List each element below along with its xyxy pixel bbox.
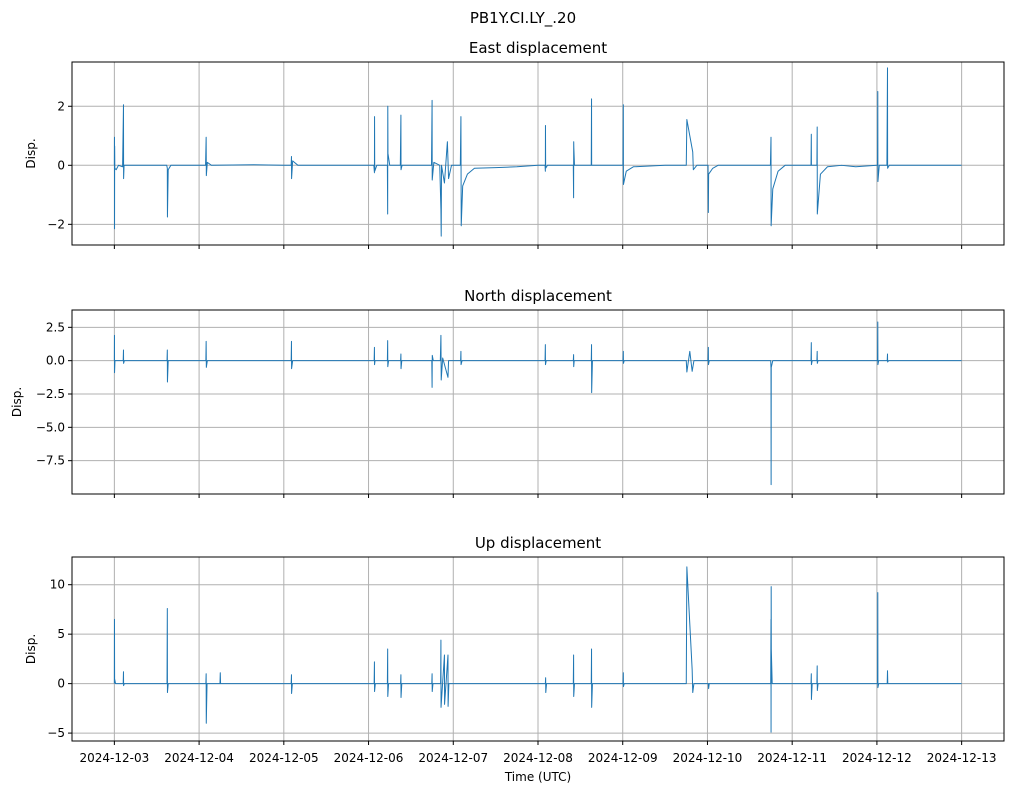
y-tick-label: 5 [57,627,65,641]
x-tick-label: 2024-12-12 [842,751,912,765]
y-axis-label: Disp. [24,634,38,664]
x-tick-label: 2024-12-05 [249,751,319,765]
subplot-2: 2.5 0.0 −2.5 −5.0 −7.5 North displacement Disp… [10,287,1005,498]
series-line-1 [113,321,962,486]
y-tick-label: −2 [47,217,65,231]
y-tick-label: 10 [50,578,65,592]
subplot-1: −2 0 2 East displacement Disp. [24,39,1005,249]
x-tick-label: 2024-12-07 [418,751,488,765]
y-tick-label: 0 [57,677,65,691]
subplot-3: 10 5 0 −5 2024-12-03 2024-12-04 2024-12-05 2024… [24,534,1005,784]
figure-suptitle: PB1Y.CI.LY_.20 [470,9,576,28]
x-tick-label: 2024-12-11 [757,751,827,765]
y-tick-label: 2 [57,99,65,113]
y-axis-label: Disp. [10,387,24,417]
y-tick-label: −7.5 [36,454,65,468]
x-tick-label: 2024-12-09 [588,751,658,765]
subplot-title: East displacement [469,39,607,57]
x-tick-label: 2024-12-13 [927,751,997,765]
x-tick-label: 2024-12-08 [503,751,573,765]
x-tick-label: 2024-12-06 [334,751,404,765]
y-tick-label: 0 [57,158,65,172]
x-tick-label: 2024-12-03 [79,751,149,765]
subplot-title: North displacement [464,287,612,305]
series-line-1 [113,67,962,237]
y-tick-label: −5.0 [36,420,65,434]
y-axis-label: Disp. [24,138,38,168]
y-tick-label: −5 [47,726,65,740]
y-tick-label: 0.0 [46,354,65,368]
y-tick-label: 2.5 [46,320,65,334]
subplot-title: Up displacement [475,534,601,552]
x-tick-label: 2024-12-10 [673,751,743,765]
y-tick-label: −2.5 [36,387,65,401]
series-line-1 [113,566,962,733]
x-tick-label: 2024-12-04 [164,751,234,765]
x-axis-label: Time (UTC) [504,770,571,784]
